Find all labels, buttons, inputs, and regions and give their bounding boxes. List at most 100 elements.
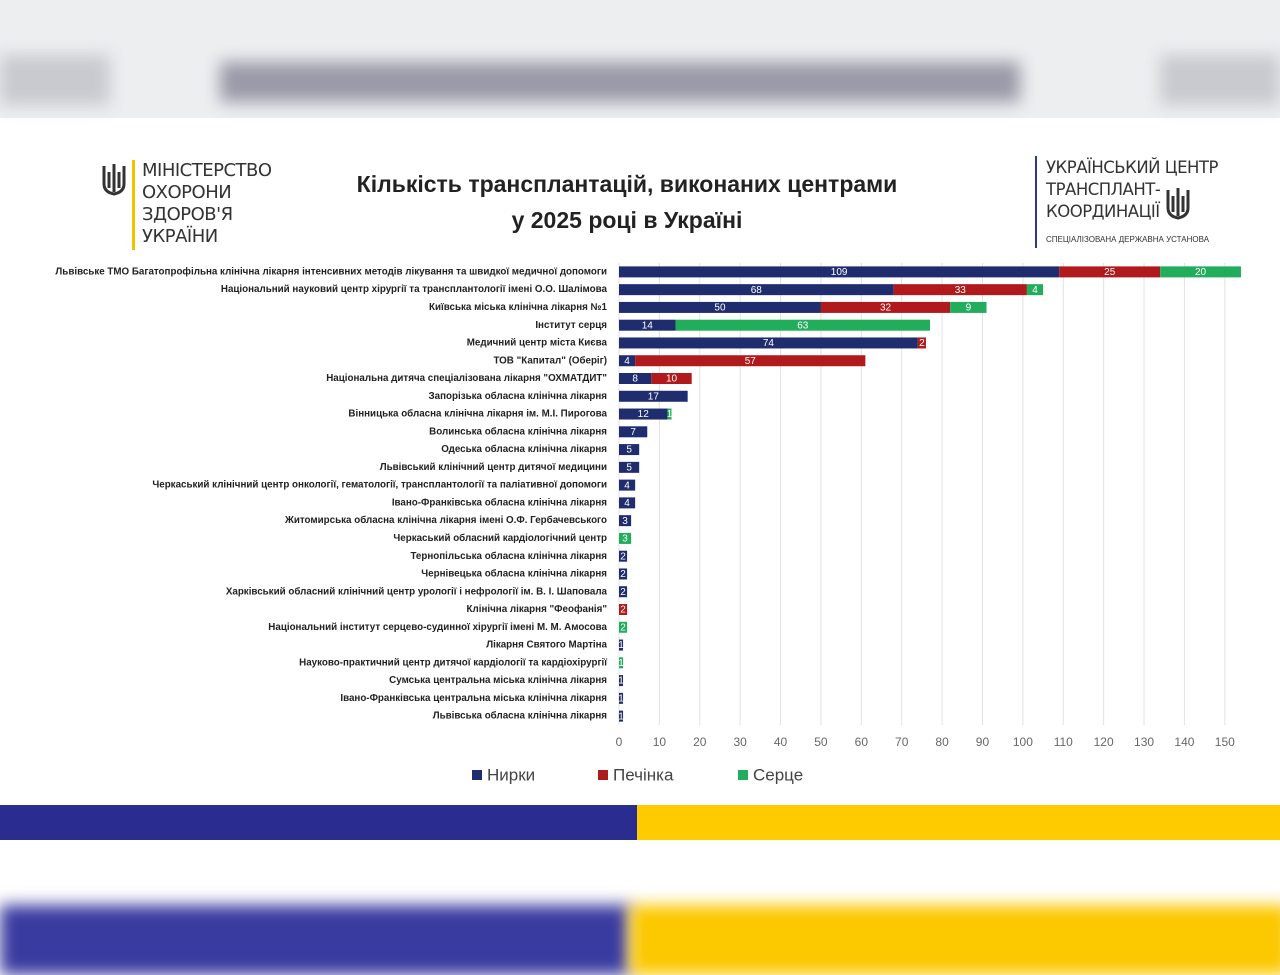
- category-label: Національний науковий центр хірургії та …: [221, 284, 608, 295]
- title-line: Кількість трансплантацій, виконаних цент…: [356, 171, 898, 197]
- category-label: Житомирська обласна клінічна лікарня іме…: [284, 515, 607, 526]
- bar-segment: [619, 532, 632, 544]
- legend-label: Нирки: [487, 765, 535, 784]
- bar-segment: [1059, 266, 1161, 278]
- chart: 0 10 20 30 40 50 60 70 80 90 100 110 120 130 140 150Льв…: [55, 263, 1241, 784]
- logo-subtitle: СПЕЦІАЛІЗОВАНА ДЕРЖАВНА УСТАНОВА: [1046, 235, 1210, 244]
- value-label: 7: [630, 427, 636, 438]
- bar-segment: [1026, 284, 1044, 296]
- category-label: Вінницька обласна клінічна лікарня ім. М…: [348, 409, 607, 420]
- bar-segment: [619, 337, 918, 349]
- category-label: Запорізька обласна клінічна лікарня: [429, 391, 608, 402]
- bar-segment: [619, 657, 624, 669]
- bar-segment: [619, 586, 628, 598]
- logo-line: ТРАНСПЛАНТ-: [1046, 180, 1161, 199]
- value-label: 3: [622, 534, 628, 545]
- value-label: 5: [626, 462, 632, 473]
- flag-blue: [0, 805, 637, 840]
- title-line: у 2025 році в Україні: [511, 207, 743, 233]
- bar-segment: [619, 373, 652, 384]
- bar-segment: [1160, 266, 1241, 278]
- trident-icon: [102, 164, 126, 196]
- yellow-rule: [132, 160, 135, 250]
- value-label: 4: [624, 356, 630, 367]
- logo-line: УКРАЇНСЬКИЙ ЦЕНТР: [1046, 158, 1218, 177]
- category-label: Національна дитяча спеціалізована лікарн…: [326, 373, 607, 384]
- x-tick-label: 110: [1054, 735, 1073, 749]
- value-label: 68: [751, 285, 763, 296]
- blurred-text: [220, 62, 1020, 102]
- chart-title: Кількість трансплантацій, виконаних цент…: [277, 166, 977, 238]
- bar-segment: [619, 515, 632, 527]
- blurred-blue: [0, 905, 630, 975]
- x-tick-label: 140: [1174, 735, 1194, 749]
- x-tick-label: 100: [1013, 735, 1033, 749]
- category-label: Харківський обласний клінічний центр уро…: [226, 586, 608, 597]
- bar-segment: [619, 692, 624, 704]
- value-label: 57: [745, 356, 757, 367]
- bar-segment: [820, 301, 951, 313]
- bar-segment: [619, 621, 628, 633]
- x-tick-label: 50: [814, 735, 828, 749]
- bar-segment: [917, 337, 926, 349]
- category-label: ТОВ "Капитал" (Оберіг): [493, 355, 607, 366]
- legend-swatch: [598, 770, 608, 780]
- category-label: Лікарня Святого Мартіна: [486, 640, 607, 651]
- blurred-logo: [0, 55, 110, 105]
- category-label: Івано-Франківська центральна міська клін…: [340, 693, 607, 704]
- bar-segment: [619, 319, 676, 331]
- bar-segment: [667, 408, 672, 420]
- blurred-top: [0, 0, 1280, 118]
- legend-swatch: [472, 770, 482, 780]
- blue-rule: [1035, 156, 1037, 248]
- value-label: 32: [880, 303, 892, 314]
- value-label: 1: [618, 640, 624, 651]
- value-label: 25: [1104, 267, 1116, 278]
- category-label: Науково-практичний центр дитячої кардіол…: [299, 657, 607, 668]
- bar-segment: [619, 461, 640, 473]
- bar-segment: [619, 675, 624, 687]
- value-label: 12: [638, 409, 650, 420]
- category-label: Національний інститут серцево-судинної х…: [268, 622, 607, 633]
- category-label: Київська міська клінічна лікарня №1: [429, 302, 608, 313]
- logo-line: МІНІСТЕРСТВО: [142, 160, 272, 181]
- bar-segment: [619, 301, 821, 313]
- x-tick-label: 120: [1094, 735, 1114, 749]
- bar-segment: [619, 710, 624, 722]
- x-tick-label: 40: [774, 735, 788, 749]
- value-label: 2: [919, 338, 925, 349]
- value-label: 1: [618, 711, 624, 722]
- value-label: 74: [763, 338, 775, 349]
- value-label: 4: [1032, 285, 1038, 296]
- category-label: Медичний центр міста Києва: [467, 338, 608, 349]
- value-label: 33: [955, 285, 967, 296]
- legend-label: Серце: [753, 765, 803, 784]
- bar-segment: [619, 550, 628, 562]
- value-label: 10: [666, 374, 678, 385]
- bar-segment: [675, 319, 930, 331]
- bar-segment: [619, 639, 624, 651]
- center-logo-text: УКРАЇНСЬКИЙ ЦЕНТР ТРАНСПЛАНТ- КООРДИНАЦІ…: [1046, 157, 1218, 223]
- legend-label: Печінка: [613, 765, 674, 784]
- value-label: 2: [620, 605, 626, 616]
- bar-segment: [619, 444, 640, 456]
- logo-line: ОХОРОНИ: [142, 182, 232, 203]
- x-tick-label: 30: [733, 735, 747, 749]
- category-label: Волинська обласна клінічна лікарня: [429, 426, 607, 437]
- bar-segment: [619, 479, 636, 491]
- value-label: 109: [831, 267, 848, 278]
- category-label: Одеська обласна клінічна лікарня: [441, 444, 607, 455]
- bar-segment: [619, 284, 894, 296]
- value-label: 14: [642, 320, 654, 331]
- legend-swatch: [738, 770, 748, 780]
- category-label: Черкаський обласний кардіологічний центр: [393, 533, 607, 544]
- category-label: Івано-Франківська обласна клінічна лікар…: [392, 497, 607, 508]
- value-label: 17: [648, 391, 660, 402]
- value-label: 2: [620, 551, 626, 562]
- category-label: Львівська обласна клінічна лікарня: [433, 711, 608, 722]
- x-tick-label: 0: [616, 735, 623, 749]
- blurred-logo: [1160, 55, 1280, 105]
- bar-segment: [619, 390, 688, 402]
- value-label: 20: [1195, 267, 1207, 278]
- value-label: 1: [618, 693, 624, 704]
